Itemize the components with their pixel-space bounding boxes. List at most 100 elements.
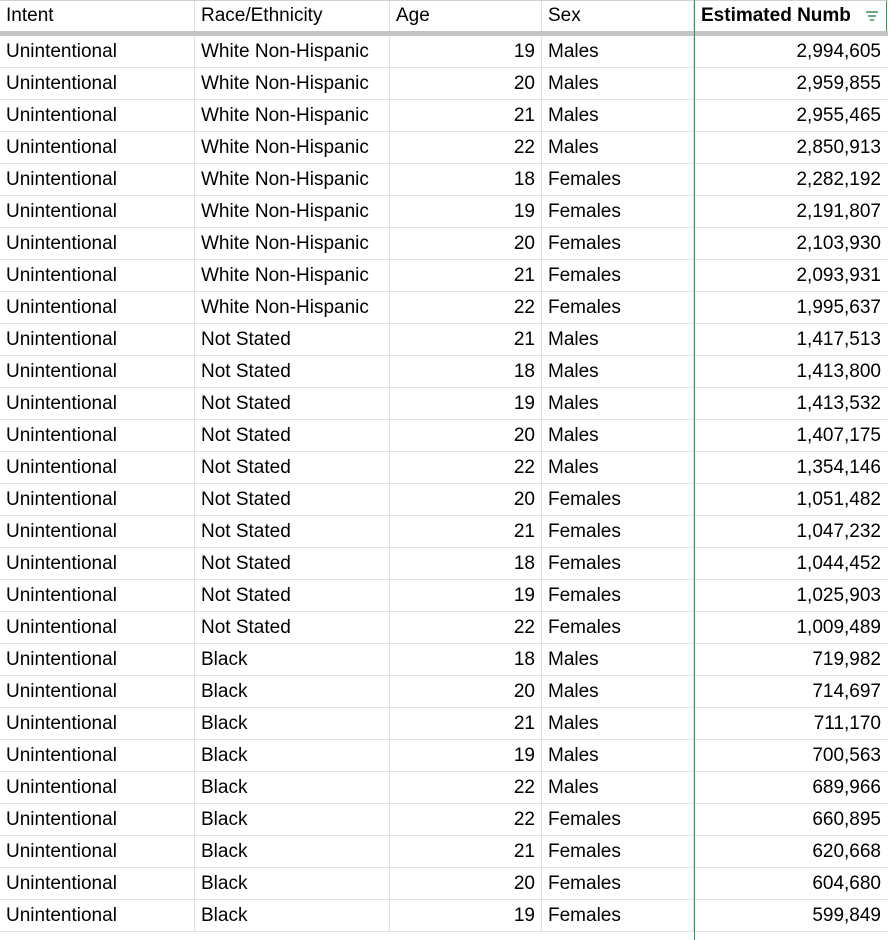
cell-estimated[interactable]: 604,680: [694, 868, 887, 899]
cell-intent[interactable]: Unintentional: [0, 548, 195, 579]
cell-intent[interactable]: Unintentional: [0, 484, 195, 515]
cell-sex[interactable]: Females: [542, 900, 694, 931]
cell-race[interactable]: Not Stated: [195, 388, 390, 419]
cell-age[interactable]: 19: [390, 740, 542, 771]
cell-estimated[interactable]: 1,407,175: [694, 420, 887, 451]
cell-intent[interactable]: Unintentional: [0, 676, 195, 707]
cell-sex[interactable]: Males: [542, 36, 694, 67]
cell-intent[interactable]: Unintentional: [0, 644, 195, 675]
cell-age[interactable]: 19: [390, 388, 542, 419]
cell-estimated[interactable]: 1,413,532: [694, 388, 887, 419]
cell-age[interactable]: 20: [390, 484, 542, 515]
cell-estimated[interactable]: 2,959,855: [694, 68, 887, 99]
column-header-sex[interactable]: Sex: [542, 1, 694, 31]
cell-race[interactable]: White Non-Hispanic: [195, 164, 390, 195]
cell-estimated[interactable]: 2,093,931: [694, 260, 887, 291]
cell-race[interactable]: Not Stated: [195, 484, 390, 515]
cell-sex[interactable]: Females: [542, 804, 694, 835]
cell-intent[interactable]: Unintentional: [0, 260, 195, 291]
cell-sex[interactable]: Males: [542, 676, 694, 707]
cell-intent[interactable]: Unintentional: [0, 612, 195, 643]
cell-intent[interactable]: Unintentional: [0, 836, 195, 867]
cell-age[interactable]: 21: [390, 100, 542, 131]
cell-race[interactable]: White Non-Hispanic: [195, 292, 390, 323]
cell-sex[interactable]: Females: [542, 228, 694, 259]
cell-age[interactable]: 18: [390, 644, 542, 675]
cell-race[interactable]: White Non-Hispanic: [195, 132, 390, 163]
cell-intent[interactable]: Unintentional: [0, 868, 195, 899]
cell-age[interactable]: 22: [390, 804, 542, 835]
cell-age[interactable]: 21: [390, 708, 542, 739]
cell-sex[interactable]: Females: [542, 292, 694, 323]
cell-sex[interactable]: Males: [542, 772, 694, 803]
cell-estimated[interactable]: 719,982: [694, 644, 887, 675]
cell-age[interactable]: 22: [390, 772, 542, 803]
cell-age[interactable]: 18: [390, 164, 542, 195]
cell-intent[interactable]: Unintentional: [0, 132, 195, 163]
cell-age[interactable]: 21: [390, 260, 542, 291]
cell-intent[interactable]: Unintentional: [0, 292, 195, 323]
cell-intent[interactable]: Unintentional: [0, 100, 195, 131]
cell-estimated[interactable]: 2,850,913: [694, 132, 887, 163]
cell-estimated[interactable]: 2,103,930: [694, 228, 887, 259]
cell-intent[interactable]: Unintentional: [0, 900, 195, 931]
cell-race[interactable]: Not Stated: [195, 548, 390, 579]
cell-race[interactable]: Not Stated: [195, 452, 390, 483]
column-header-race[interactable]: Race/Ethnicity: [195, 1, 390, 31]
cell-sex[interactable]: Females: [542, 836, 694, 867]
cell-sex[interactable]: Females: [542, 548, 694, 579]
cell-race[interactable]: Black: [195, 676, 390, 707]
cell-sex[interactable]: Males: [542, 100, 694, 131]
cell-sex[interactable]: Males: [542, 68, 694, 99]
cell-intent[interactable]: Unintentional: [0, 708, 195, 739]
cell-age[interactable]: 18: [390, 548, 542, 579]
cell-estimated[interactable]: 1,413,800: [694, 356, 887, 387]
cell-intent[interactable]: Unintentional: [0, 196, 195, 227]
cell-intent[interactable]: Unintentional: [0, 68, 195, 99]
cell-age[interactable]: 22: [390, 292, 542, 323]
cell-intent[interactable]: Unintentional: [0, 324, 195, 355]
cell-sex[interactable]: Females: [542, 580, 694, 611]
cell-intent[interactable]: Unintentional: [0, 228, 195, 259]
cell-age[interactable]: 20: [390, 420, 542, 451]
cell-sex[interactable]: Males: [542, 452, 694, 483]
cell-sex[interactable]: Males: [542, 356, 694, 387]
cell-race[interactable]: Black: [195, 868, 390, 899]
cell-sex[interactable]: Females: [542, 196, 694, 227]
cell-sex[interactable]: Females: [542, 868, 694, 899]
column-header-estimated[interactable]: Estimated Numb: [694, 1, 887, 31]
cell-race[interactable]: White Non-Hispanic: [195, 260, 390, 291]
cell-sex[interactable]: Females: [542, 612, 694, 643]
cell-age[interactable]: 21: [390, 324, 542, 355]
cell-sex[interactable]: Females: [542, 260, 694, 291]
cell-estimated[interactable]: 2,191,807: [694, 196, 887, 227]
cell-age[interactable]: 19: [390, 196, 542, 227]
cell-sex[interactable]: Females: [542, 484, 694, 515]
cell-age[interactable]: 19: [390, 900, 542, 931]
cell-race[interactable]: White Non-Hispanic: [195, 196, 390, 227]
cell-estimated[interactable]: 711,170: [694, 708, 887, 739]
cell-intent[interactable]: Unintentional: [0, 580, 195, 611]
cell-race[interactable]: White Non-Hispanic: [195, 36, 390, 67]
cell-intent[interactable]: Unintentional: [0, 516, 195, 547]
cell-age[interactable]: 21: [390, 836, 542, 867]
cell-race[interactable]: Not Stated: [195, 356, 390, 387]
cell-estimated[interactable]: 1,009,489: [694, 612, 887, 643]
cell-race[interactable]: Not Stated: [195, 580, 390, 611]
cell-estimated[interactable]: 1,417,513: [694, 324, 887, 355]
cell-age[interactable]: 20: [390, 228, 542, 259]
cell-age[interactable]: 19: [390, 36, 542, 67]
cell-age[interactable]: 22: [390, 132, 542, 163]
cell-race[interactable]: Black: [195, 836, 390, 867]
cell-sex[interactable]: Females: [542, 164, 694, 195]
cell-estimated[interactable]: 700,563: [694, 740, 887, 771]
cell-estimated[interactable]: 660,895: [694, 804, 887, 835]
cell-sex[interactable]: Males: [542, 644, 694, 675]
cell-sex[interactable]: Males: [542, 324, 694, 355]
cell-sex[interactable]: Males: [542, 740, 694, 771]
cell-intent[interactable]: Unintentional: [0, 420, 195, 451]
column-header-intent[interactable]: Intent: [0, 1, 195, 31]
cell-estimated[interactable]: 1,354,146: [694, 452, 887, 483]
cell-race[interactable]: White Non-Hispanic: [195, 68, 390, 99]
cell-race[interactable]: Black: [195, 772, 390, 803]
